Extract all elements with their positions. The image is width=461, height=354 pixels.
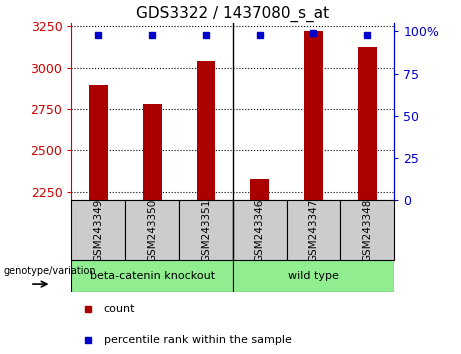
Text: count: count xyxy=(104,304,135,314)
Bar xyxy=(71,200,125,260)
Text: genotype/variation: genotype/variation xyxy=(4,266,96,276)
Text: percentile rank within the sample: percentile rank within the sample xyxy=(104,335,292,346)
Text: GSM243349: GSM243349 xyxy=(93,198,103,262)
Text: wild type: wild type xyxy=(288,271,339,281)
Bar xyxy=(340,200,394,260)
Bar xyxy=(179,200,233,260)
Bar xyxy=(143,104,161,200)
Bar xyxy=(233,200,287,260)
Bar xyxy=(358,47,377,200)
Text: GSM243351: GSM243351 xyxy=(201,198,211,262)
Text: GSM243350: GSM243350 xyxy=(147,199,157,262)
Text: GSM243347: GSM243347 xyxy=(308,198,319,262)
Bar xyxy=(71,260,233,292)
Text: GSM243346: GSM243346 xyxy=(254,198,265,262)
Title: GDS3322 / 1437080_s_at: GDS3322 / 1437080_s_at xyxy=(136,5,329,22)
Bar xyxy=(250,178,269,200)
Bar xyxy=(196,61,215,200)
Bar xyxy=(233,260,394,292)
Text: GSM243348: GSM243348 xyxy=(362,198,372,262)
Text: beta-catenin knockout: beta-catenin knockout xyxy=(89,271,215,281)
Bar xyxy=(304,31,323,200)
Bar xyxy=(89,85,108,200)
Bar xyxy=(125,200,179,260)
Bar xyxy=(287,200,340,260)
